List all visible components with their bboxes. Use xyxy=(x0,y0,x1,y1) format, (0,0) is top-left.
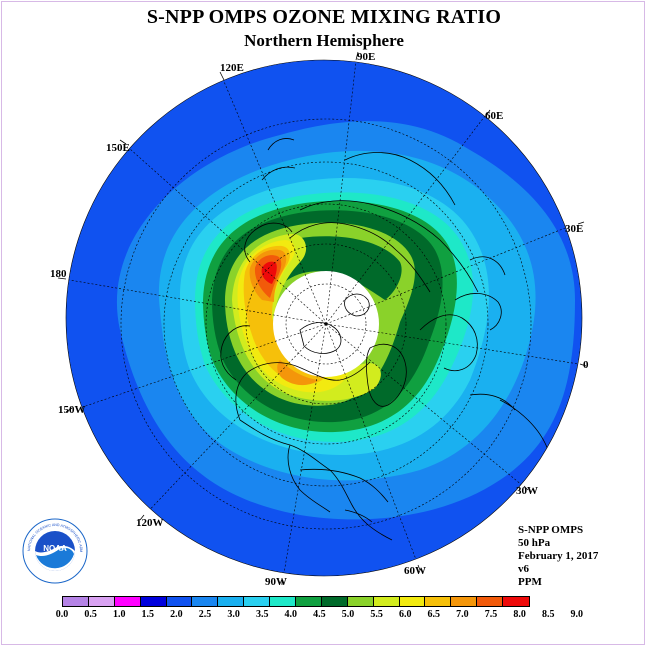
lon-label-30e: 30E xyxy=(565,223,584,235)
colorbar-swatch xyxy=(399,597,426,606)
date-label: February 1, 2017 xyxy=(518,550,599,562)
colorbar-swatch xyxy=(88,597,115,606)
lon-label-30w: 30W xyxy=(516,485,538,497)
lon-label-120e: 120E xyxy=(220,62,244,74)
colorbar-tick-label: 5.0 xyxy=(341,609,355,620)
colorbar-swatch xyxy=(347,597,374,606)
colorbar-swatch xyxy=(140,597,167,606)
colorbar-swatch xyxy=(218,597,245,606)
map-subtitle: Northern Hemisphere xyxy=(244,31,404,50)
colorbar-tick-label: 0.0 xyxy=(55,609,69,620)
colorbar-swatch xyxy=(451,597,478,606)
ozone-field xyxy=(66,60,582,576)
colorbar-tick-label: 7.5 xyxy=(484,609,498,620)
colorbar-tick-label: 2.0 xyxy=(170,609,183,620)
colorbar-swatch xyxy=(373,597,400,606)
lon-label-90w: 90W xyxy=(265,576,287,588)
lon-label-150w: 150W xyxy=(58,404,86,416)
colorbar-tick-label: 8.5 xyxy=(541,609,555,620)
colorbar-tick-label: 6.0 xyxy=(398,609,412,620)
map-title: S-NPP OMPS OZONE MIXING RATIO xyxy=(146,6,502,28)
lon-label-60e: 60E xyxy=(485,110,504,122)
colorbar-swatch xyxy=(166,597,193,606)
lon-label-60w: 60W xyxy=(404,565,426,577)
colorbar-swatch xyxy=(114,597,141,606)
logo-text: NOAA xyxy=(43,544,67,553)
colorbar-tick-label: 5.5 xyxy=(370,609,383,620)
colorbar-tick-label: 0.5 xyxy=(84,609,97,620)
meridians xyxy=(66,60,582,576)
coastlines xyxy=(220,138,549,541)
lon-label-0: 0 xyxy=(583,359,589,371)
colorbar-tick-label: 4.0 xyxy=(284,609,298,620)
colorbar-swatch xyxy=(270,597,297,606)
colorbar-swatch xyxy=(63,597,89,606)
map-boundary xyxy=(65,59,583,577)
colorbar-tick-label: 4.5 xyxy=(313,609,326,620)
colorbar-swatch xyxy=(321,597,348,606)
colorbar-swatch xyxy=(192,597,219,606)
colorbar-tick-label: 1.0 xyxy=(112,609,126,620)
colorbar-tick-label: 6.5 xyxy=(427,609,441,620)
colorbar-ticks: 0.0 0.5 1.0 1.5 2.0 2.5 3.0 3.5 4.0 4.5 5.0 5.5 6.0 6… xyxy=(49,609,609,623)
colorbar-tick-label: 3.0 xyxy=(227,609,240,620)
colorbar-tick-label: 2.5 xyxy=(198,609,212,620)
product-info: S-NPP OMPS 50 hPa February 1, 2017 v6 PP… xyxy=(518,524,598,589)
limb-ticks xyxy=(57,51,587,585)
colorbar-tick-label: 7.0 xyxy=(456,609,469,620)
noaa-logo: NOAA NATIONAL OCEANIC AND ATMOSPHERIC AD… xyxy=(22,518,88,584)
colorbar-swatch xyxy=(244,597,271,606)
version-label: v6 xyxy=(518,563,529,575)
pressure-level: 50 hPa xyxy=(518,537,551,549)
colorbar-tick-label: 1.5 xyxy=(141,609,155,620)
latitude-circles xyxy=(120,118,532,530)
colorbar-swatch xyxy=(425,597,452,606)
colorbar-tick-label: 3.5 xyxy=(255,609,269,620)
colorbar-swatch xyxy=(477,597,504,606)
lon-label-150e: 150E xyxy=(106,142,130,154)
colorbar-swatch xyxy=(503,597,530,606)
instrument-label: S-NPP OMPS xyxy=(518,524,584,536)
colorbar xyxy=(62,596,530,607)
colorbar-swatch xyxy=(296,597,322,606)
lon-label-120w: 120W xyxy=(136,517,164,529)
lon-label-90e: 90E xyxy=(357,51,376,63)
field-max-core xyxy=(261,261,277,284)
units-label: PPM xyxy=(518,576,542,588)
colorbar-tick-label: 8.0 xyxy=(513,609,526,620)
lon-label-180: 180 xyxy=(50,268,67,280)
colorbar-tick-label: 9.0 xyxy=(570,609,584,620)
